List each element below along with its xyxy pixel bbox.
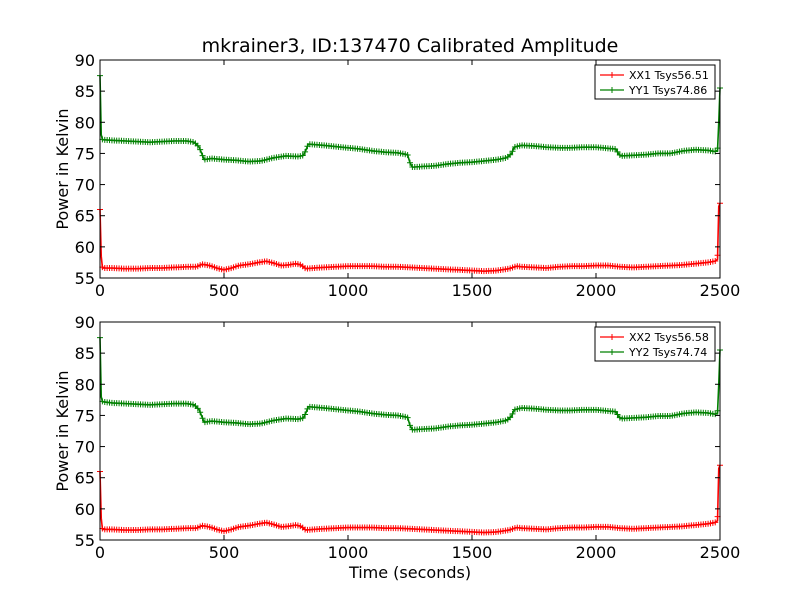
x-tick-label: 1000 bbox=[328, 543, 369, 562]
y-tick-label: 60 bbox=[75, 500, 95, 519]
series-marker bbox=[302, 148, 309, 155]
x-tick-label: 2500 bbox=[700, 543, 741, 562]
x-tick-label: 1500 bbox=[452, 281, 493, 300]
series-marker bbox=[299, 415, 306, 422]
series-1 bbox=[97, 462, 723, 536]
legend: XX1 Tsys56.51 YY1 Tsys74.86 bbox=[594, 64, 716, 100]
series-marker bbox=[507, 151, 514, 158]
legend-box bbox=[594, 64, 716, 100]
legend-item: XX1 Tsys56.51 bbox=[600, 69, 709, 82]
y-tick-label: 70 bbox=[75, 438, 95, 457]
legend-label: YY2 Tsys74.74 bbox=[628, 346, 707, 359]
y-tick-label: 75 bbox=[75, 406, 95, 425]
x-tick-label: 500 bbox=[209, 543, 240, 562]
plot-frame bbox=[99, 321, 721, 541]
y-tick-label: 90 bbox=[75, 313, 95, 332]
y-tick-label: 70 bbox=[75, 176, 95, 195]
x-tick-label: 0 bbox=[95, 281, 105, 300]
y-tick-label: 55 bbox=[75, 531, 95, 550]
series-2 bbox=[97, 72, 723, 170]
chart-title: mkrainer3, ID:137470 Calibrated Amplitud… bbox=[202, 35, 619, 57]
series-1 bbox=[97, 200, 723, 275]
legend-item: YY2 Tsys74.74 bbox=[600, 346, 707, 359]
legend-label: XX2 Tsys56.58 bbox=[629, 331, 709, 344]
series-marker bbox=[712, 258, 719, 265]
series-marker bbox=[712, 519, 719, 526]
series-2 bbox=[97, 334, 723, 433]
x-tick-label: 2500 bbox=[700, 281, 741, 300]
plot-frame bbox=[99, 59, 721, 279]
y-tick-label: 60 bbox=[75, 238, 95, 257]
legend-marker bbox=[609, 334, 615, 340]
y-tick-label: 80 bbox=[75, 113, 95, 132]
x-tick-label: 2000 bbox=[576, 543, 617, 562]
legend-box bbox=[594, 326, 716, 362]
y-axis-title: Power in Kelvin bbox=[53, 370, 72, 491]
series-marker bbox=[199, 415, 206, 422]
series-marker bbox=[197, 409, 204, 416]
legend-item: XX2 Tsys56.58 bbox=[600, 331, 709, 344]
x-tick-label: 0 bbox=[95, 543, 105, 562]
series-marker bbox=[407, 422, 413, 429]
y-tick-label: 65 bbox=[75, 469, 95, 488]
legend-marker bbox=[609, 72, 615, 78]
y-tick-label: 80 bbox=[75, 375, 95, 394]
series-marker bbox=[404, 151, 411, 158]
series-marker bbox=[404, 414, 411, 421]
series-marker bbox=[197, 146, 204, 153]
chart-panel-2: 0 500 1000 1500 2000 2500 55 60 65 70 75 80 85 90 Powe… bbox=[53, 313, 740, 582]
series-marker bbox=[614, 148, 621, 155]
y-axis-title: Power in Kelvin bbox=[53, 108, 72, 229]
y-tick-label: 85 bbox=[75, 344, 95, 363]
y-tick-label: 75 bbox=[75, 144, 95, 163]
x-axis-title: Time (seconds) bbox=[348, 563, 471, 582]
series-marker bbox=[614, 411, 621, 418]
x-tick-label: 2000 bbox=[576, 281, 617, 300]
series-marker bbox=[507, 414, 514, 421]
series-marker bbox=[302, 411, 309, 418]
y-tick-label: 90 bbox=[75, 51, 95, 70]
legend-label: YY1 Tsys74.86 bbox=[628, 84, 707, 97]
y-tick-label: 65 bbox=[75, 207, 95, 226]
y-tick-label: 85 bbox=[75, 82, 95, 101]
series-marker bbox=[407, 159, 413, 166]
series-marker bbox=[299, 152, 306, 159]
x-tick-label: 1000 bbox=[328, 281, 369, 300]
legend-marker bbox=[609, 87, 615, 93]
legend-item: YY1 Tsys74.86 bbox=[600, 84, 707, 97]
x-tick-label: 1500 bbox=[452, 543, 493, 562]
legend: XX2 Tsys56.58 YY2 Tsys74.74 bbox=[594, 326, 716, 362]
legend-marker bbox=[609, 349, 615, 355]
legend-label: XX1 Tsys56.51 bbox=[629, 69, 709, 82]
series-marker bbox=[509, 410, 516, 417]
series-marker bbox=[509, 148, 516, 155]
series-marker bbox=[194, 405, 201, 412]
x-tick-label: 500 bbox=[209, 281, 240, 300]
series-marker bbox=[712, 411, 719, 418]
series-marker bbox=[199, 152, 206, 159]
y-tick-label: 55 bbox=[75, 269, 95, 288]
series-marker bbox=[194, 142, 201, 149]
chart-panel-1: 0 500 1000 1500 2000 2500 55 60 65 70 75 80 85 90 Powe… bbox=[53, 35, 740, 300]
